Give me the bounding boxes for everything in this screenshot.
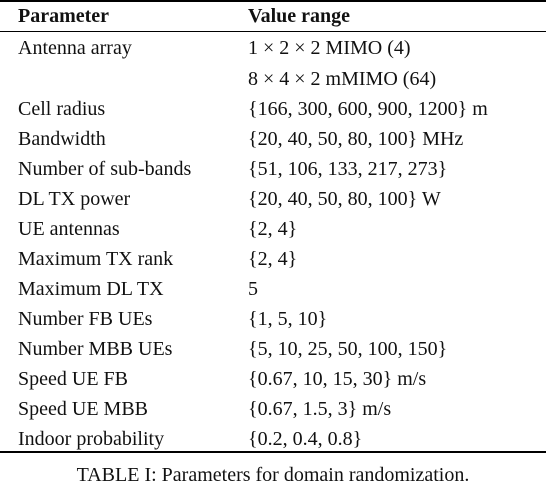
parameter-cell: Maximum TX rank	[18, 247, 174, 270]
parameter-cell: UE antennas	[18, 217, 120, 240]
table-top-rule	[0, 0, 546, 2]
value-cell: 1 × 2 × 2 MIMO (4)	[248, 37, 411, 59]
parameter-cell: Cell radius	[18, 97, 106, 120]
table-row: Number of sub-bands {51, 106, 133, 217, …	[0, 154, 546, 184]
parameter-cell: Maximum DL TX	[18, 277, 164, 300]
table-bottom-rule	[0, 451, 546, 453]
table-row: UE antennas {2, 4}	[0, 214, 546, 244]
table-header-row: Parameter Value range	[0, 2, 546, 32]
value-cell: {0.2, 0.4, 0.8}	[248, 427, 363, 450]
parameter-cell: Bandwidth	[18, 127, 106, 150]
table-row: Cell radius {166, 300, 600, 900, 1200} m	[0, 94, 546, 124]
header-value-range: Value range	[248, 5, 351, 27]
table-row: Number MBB UEs {5, 10, 25, 50, 100, 150}	[0, 334, 546, 364]
table-row: Speed UE FB {0.67, 10, 15, 30} m/s	[0, 364, 546, 394]
table-row: Maximum TX rank {2, 4}	[0, 244, 546, 274]
table-row: Number FB UEs {1, 5, 10}	[0, 304, 546, 334]
header-parameter: Parameter	[18, 5, 110, 27]
value-cell: {0.67, 1.5, 3} m/s	[248, 397, 392, 420]
value-cell: {2, 4}	[248, 247, 298, 270]
table-row: Maximum DL TX 5	[0, 274, 546, 304]
table-caption: TABLE I: Parameters for domain randomiza…	[76, 464, 470, 486]
value-cell: {51, 106, 133, 217, 273}	[248, 157, 448, 180]
table-header-rule	[0, 31, 546, 32]
value-cell: {0.67, 10, 15, 30} m/s	[248, 367, 427, 390]
table-body: Antenna array 1 × 2 × 2 MIMO (4) 8 × 4 ×…	[0, 32, 546, 454]
parameter-cell: Speed UE MBB	[18, 397, 148, 420]
parameter-cell: Number FB UEs	[18, 307, 153, 330]
parameter-cell: DL TX power	[18, 187, 131, 210]
value-cell: 5	[248, 277, 258, 300]
value-cell: {2, 4}	[248, 217, 298, 240]
table-row: Indoor probability {0.2, 0.4, 0.8}	[0, 424, 546, 454]
table-row: 8 × 4 × 2 mMIMO (64)	[0, 64, 546, 94]
value-cell: {1, 5, 10}	[248, 307, 328, 330]
parameter-cell: Number MBB UEs	[18, 337, 173, 360]
table-row: Antenna array 1 × 2 × 2 MIMO (4)	[0, 32, 546, 64]
value-cell: 8 × 4 × 2 mMIMO (64)	[248, 67, 437, 90]
table-row: Bandwidth {20, 40, 50, 80, 100} MHz	[0, 124, 546, 154]
parameter-cell: Speed UE FB	[18, 367, 128, 390]
value-cell: {20, 40, 50, 80, 100} W	[248, 187, 441, 210]
parameter-cell: Antenna array	[18, 37, 132, 59]
value-cell: {20, 40, 50, 80, 100} MHz	[248, 127, 464, 150]
value-cell: {5, 10, 25, 50, 100, 150}	[248, 337, 448, 360]
value-cell: {166, 300, 600, 900, 1200} m	[248, 97, 488, 120]
parameter-cell: Indoor probability	[18, 427, 165, 450]
table-row: DL TX power {20, 40, 50, 80, 100} W	[0, 184, 546, 214]
parameters-table: Parameter Value range Antenna array 1 × …	[0, 2, 546, 454]
parameter-cell: Number of sub-bands	[18, 157, 192, 180]
table-row: Speed UE MBB {0.67, 1.5, 3} m/s	[0, 394, 546, 424]
parameter-cell	[0, 64, 248, 94]
